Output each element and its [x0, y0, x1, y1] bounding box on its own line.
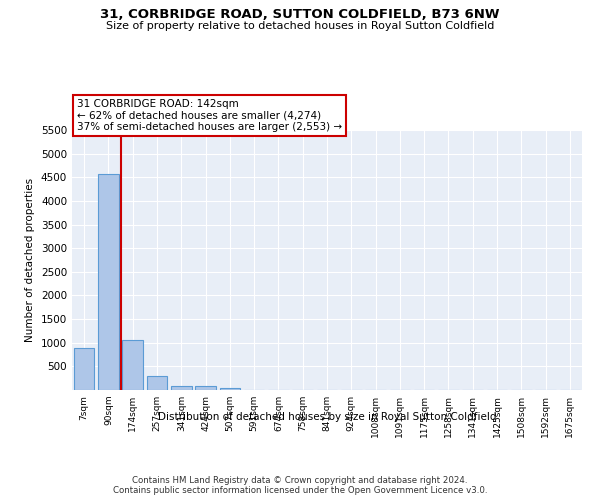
- Bar: [220, 388, 240, 390]
- Text: Size of property relative to detached houses in Royal Sutton Coldfield: Size of property relative to detached ho…: [106, 21, 494, 31]
- Bar: [171, 386, 191, 390]
- Bar: [122, 340, 143, 390]
- Bar: [195, 386, 216, 390]
- Text: 31 CORBRIDGE ROAD: 142sqm
← 62% of detached houses are smaller (4,274)
37% of se: 31 CORBRIDGE ROAD: 142sqm ← 62% of detac…: [77, 99, 342, 132]
- Text: 31, CORBRIDGE ROAD, SUTTON COLDFIELD, B73 6NW: 31, CORBRIDGE ROAD, SUTTON COLDFIELD, B7…: [100, 8, 500, 20]
- Bar: [146, 376, 167, 390]
- Text: Distribution of detached houses by size in Royal Sutton Coldfield: Distribution of detached houses by size …: [158, 412, 496, 422]
- Y-axis label: Number of detached properties: Number of detached properties: [25, 178, 35, 342]
- Text: Contains HM Land Registry data © Crown copyright and database right 2024.
Contai: Contains HM Land Registry data © Crown c…: [113, 476, 487, 495]
- Bar: [98, 174, 119, 390]
- Bar: [74, 348, 94, 390]
